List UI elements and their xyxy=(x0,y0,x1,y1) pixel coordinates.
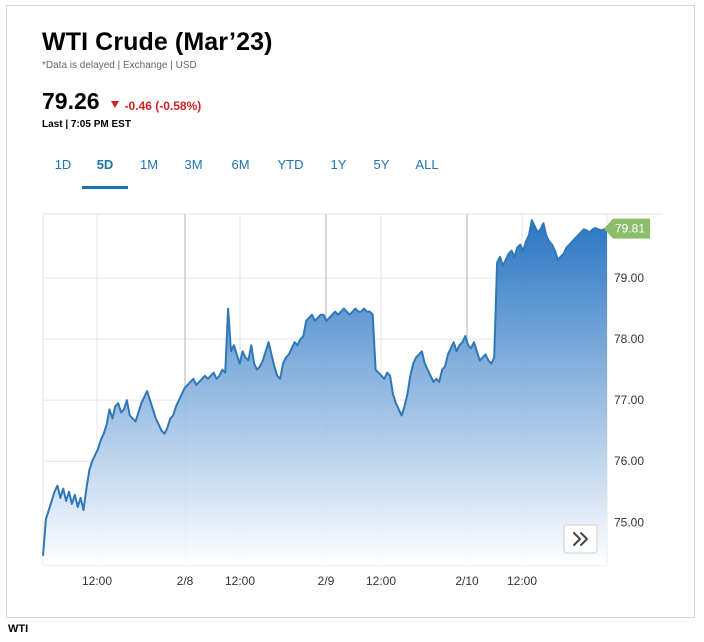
footer-source-label: WTI xyxy=(8,623,29,635)
chart-axes: 75.00 76.00 77.00 78.00 79.00 12:00 2/8 12:00 2/… xyxy=(82,271,644,588)
y-tick-label: 76.00 xyxy=(614,454,644,468)
tab-1m[interactable]: 1M xyxy=(139,157,159,172)
x-tick-label: 12:00 xyxy=(225,574,255,588)
x-tick-label: 2/8 xyxy=(177,574,194,588)
tab-6m[interactable]: 6M xyxy=(231,157,250,172)
x-tick-label: 2/10 xyxy=(455,574,479,588)
tab-ytd[interactable]: YTD xyxy=(277,157,304,172)
x-tick-label: 2/9 xyxy=(318,574,335,588)
double-chevron-right-icon: double-chevron-right-icon xyxy=(489,532,670,549)
last-price: 79.26 xyxy=(42,88,100,114)
last-update-time: Last | 7:05 PM EST xyxy=(42,119,131,130)
x-tick-label: 12:00 xyxy=(366,574,396,588)
tab-all[interactable]: ALL xyxy=(415,157,439,172)
tab-1y[interactable]: 1Y xyxy=(330,157,347,172)
tab-3m[interactable]: 3M xyxy=(184,157,203,172)
y-tick-label: 75.00 xyxy=(614,515,644,529)
down-triangle-icon xyxy=(110,101,119,108)
tab-1d[interactable]: 1D xyxy=(54,157,72,172)
price-line xyxy=(42,219,608,556)
price-row: 79.26 -0.46 (-0.58%) xyxy=(42,88,201,114)
expand-chart-button[interactable]: double-chevron-right-icon xyxy=(489,524,670,554)
price-area xyxy=(43,220,607,565)
current-price-label: 79.81 xyxy=(615,222,645,236)
tab-5d[interactable]: 5D xyxy=(82,151,128,189)
x-tick-label: 12:00 xyxy=(82,574,112,588)
y-tick-label: 78.00 xyxy=(614,332,644,346)
tab-5y[interactable]: 5Y xyxy=(373,157,390,172)
price-change-label: -0.46 (-0.58%) xyxy=(124,98,202,113)
page-title: WTI Crude (Mar’23) xyxy=(42,28,273,56)
data-disclaimer: *Data is delayed | Exchange | USD xyxy=(42,60,197,71)
time-range-tabs: 1D 5D 1M 3M 6M YTD 1Y 5Y ALL xyxy=(44,151,451,191)
y-tick-label: 77.00 xyxy=(614,393,644,407)
double-chevron-shape xyxy=(573,532,588,546)
x-tick-label: 12:00 xyxy=(507,574,537,588)
price-change: -0.46 (-0.58%) xyxy=(110,98,202,114)
y-tick-label: 79.00 xyxy=(614,271,644,285)
current-price-badge: 79.81 xyxy=(604,218,650,239)
current-price-badge-shape xyxy=(604,218,650,239)
